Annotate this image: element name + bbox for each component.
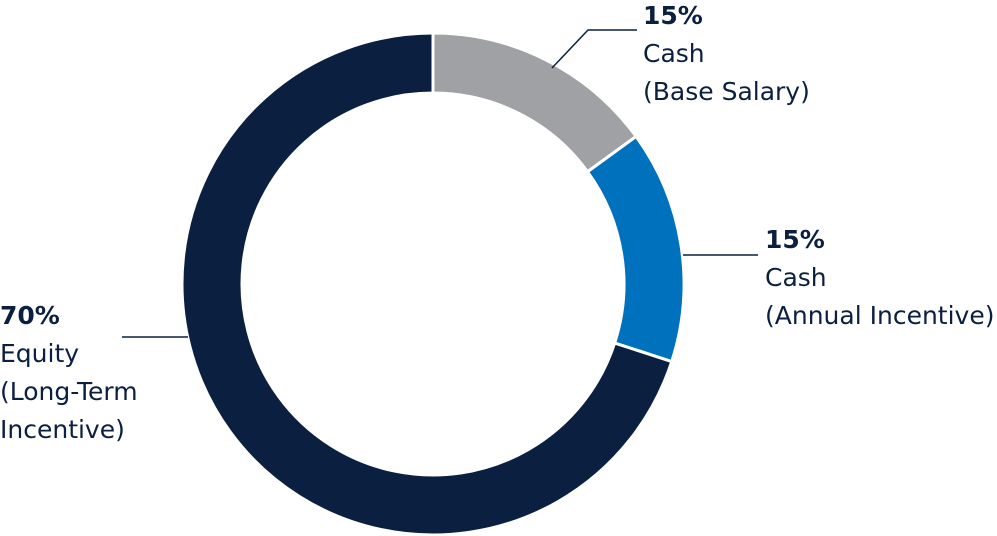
slice-label-line-2-1: Cash xyxy=(765,263,827,292)
donut-slices xyxy=(180,31,686,536)
slice-label-line-3-1: Equity xyxy=(0,339,79,368)
slice-label-line-1-2: (Base Salary) xyxy=(643,77,810,106)
leader-lines xyxy=(122,29,758,338)
donut-slice-2 xyxy=(585,134,686,364)
slice-label-line-2-2: (Annual Incentive) xyxy=(765,301,994,330)
leader-line-1 xyxy=(551,29,637,69)
slice-percent-label-2: 15% xyxy=(765,225,825,254)
donut-slice-1 xyxy=(431,31,639,174)
slice-percent-label-3: 70% xyxy=(0,301,60,330)
slice-label-line-3-3: Incentive) xyxy=(0,415,125,444)
slice-percent-label-1: 15% xyxy=(643,1,703,30)
slice-label-line-1-1: Cash xyxy=(643,39,705,68)
slice-labels: 15% Cash (Base Salary) 15% Cash (Annual Incen… xyxy=(0,1,994,444)
slice-label-line-3-2: (Long-Term xyxy=(0,377,138,406)
donut-slice-3 xyxy=(180,31,674,536)
